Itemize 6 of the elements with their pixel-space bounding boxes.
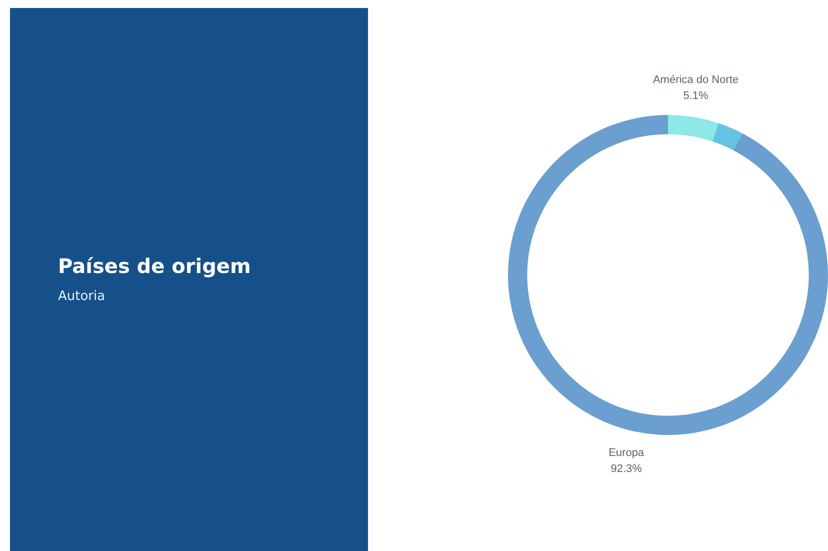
data-label: 92.3% [610, 462, 642, 475]
slice-label: Europa [608, 446, 645, 459]
text: Autoria [58, 289, 106, 304]
data-label: 5.1% [683, 90, 709, 102]
slice-label: América do Norte [652, 74, 739, 86]
text: Países de origem [58, 254, 251, 278]
